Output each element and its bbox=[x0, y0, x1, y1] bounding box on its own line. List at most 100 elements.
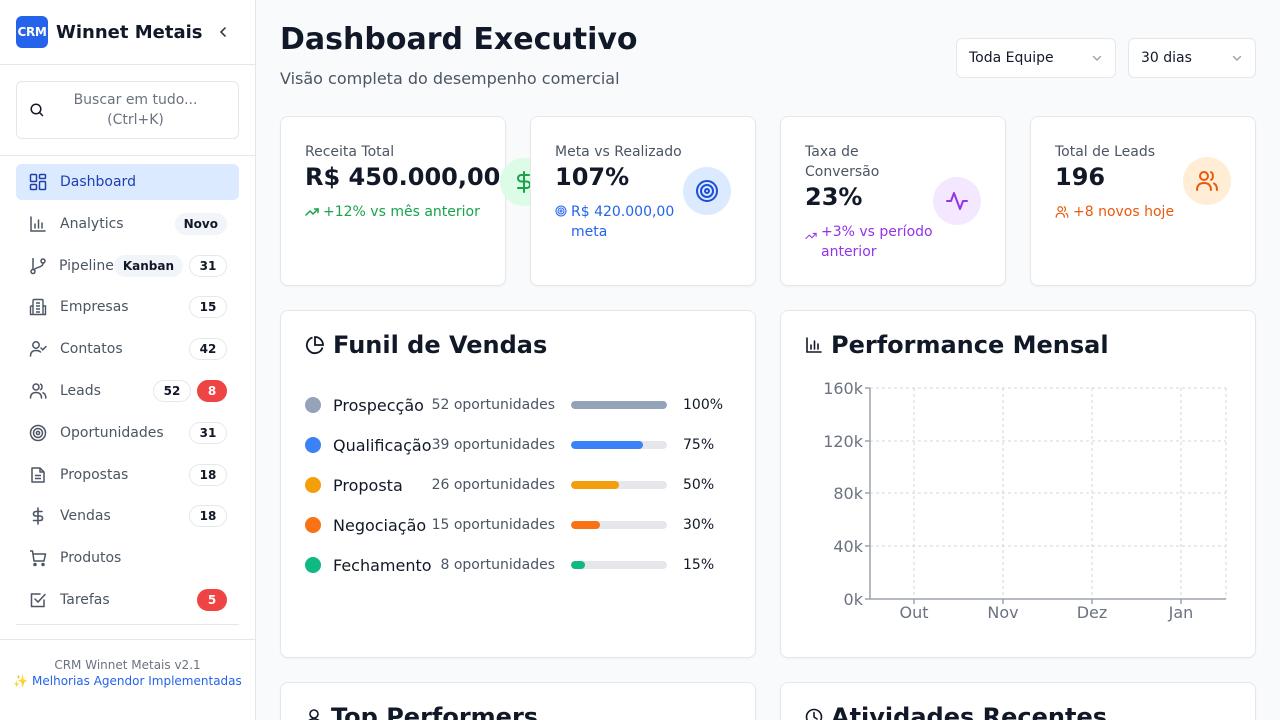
sidebar-item-oportunidades[interactable]: Oportunidades 31 bbox=[16, 415, 239, 451]
bar-chart-icon bbox=[806, 337, 822, 353]
checkbox-icon bbox=[28, 590, 48, 610]
recent-activities-panel: Atividades Recentes bbox=[780, 682, 1256, 720]
monthly-performance-panel: Performance Mensal bbox=[780, 310, 1256, 658]
sales-funnel-panel: Funil de Vendas Prospecção 52 oportunida… bbox=[280, 310, 756, 658]
search-placeholder: Buscar em tudo... (Ctrl+K) bbox=[73, 92, 198, 128]
stage-color-dot bbox=[305, 557, 321, 573]
kpi-receita-total: Receita Total R$ 450.000,00 +12% vs mês … bbox=[280, 116, 548, 286]
funnel-stage-row: Negociação 15 oportunidades 30% bbox=[305, 505, 735, 545]
nav-divider bbox=[16, 623, 239, 625]
sidebar: CRM Winnet Metais Buscar em tudo... (Ctr… bbox=[0, 0, 256, 720]
stage-progress-bar bbox=[571, 481, 667, 489]
file-text-icon bbox=[28, 465, 48, 485]
leads-count-badge: 52 bbox=[153, 379, 191, 402]
main-content: Dashboard Executivo Visão completa do de… bbox=[256, 0, 1280, 720]
global-search-input[interactable]: Buscar em tudo... (Ctrl+K) bbox=[16, 81, 239, 139]
collapse-sidebar-button[interactable] bbox=[215, 24, 231, 40]
sidebar-item-vendas[interactable]: Vendas 18 bbox=[16, 498, 239, 534]
trending-up-icon bbox=[305, 208, 319, 216]
git-branch-icon bbox=[28, 256, 47, 276]
brand-header: CRM Winnet Metais bbox=[0, 0, 255, 65]
y-tick-label: 160k bbox=[823, 379, 864, 398]
y-tick-label: 0k bbox=[844, 590, 864, 609]
dollar-icon bbox=[28, 506, 48, 526]
users-icon bbox=[1055, 206, 1069, 218]
sidebar-item-analytics[interactable]: Analytics Novo bbox=[16, 206, 239, 242]
propostas-count-badge: 18 bbox=[189, 463, 227, 486]
funnel-stage-row: Qualificação 39 oportunidades 75% bbox=[305, 425, 735, 465]
pie-chart-icon bbox=[305, 336, 324, 355]
kpi-value: 196 bbox=[1055, 163, 1106, 191]
target-icon bbox=[555, 205, 567, 217]
bar-chart-icon bbox=[28, 214, 48, 234]
dashboard-grid-icon bbox=[28, 172, 48, 192]
sparkle-icon: ✨ bbox=[13, 674, 29, 688]
sidebar-footer: CRM Winnet Metais v2.1 ✨ Melhorias Agend… bbox=[0, 639, 255, 720]
activity-icon bbox=[933, 177, 981, 225]
empresas-count-badge: 15 bbox=[189, 296, 227, 319]
pipeline-count-badge: 31 bbox=[189, 254, 227, 277]
funnel-stages: Prospecção 52 oportunidades 100% Qualifi… bbox=[305, 385, 735, 585]
sidebar-item-produtos[interactable]: Produtos bbox=[16, 540, 239, 576]
oportunidades-count-badge: 31 bbox=[189, 421, 227, 444]
user-icon bbox=[308, 709, 320, 720]
version-label: CRM Winnet Metais v2.1 bbox=[54, 658, 201, 672]
tarefas-alert-badge: 5 bbox=[197, 588, 227, 611]
funnel-stage-row: Fechamento 8 oportunidades 15% bbox=[305, 545, 735, 585]
brand-name: Winnet Metais bbox=[56, 21, 203, 43]
kpi-value: R$ 450.000,00 bbox=[305, 163, 501, 191]
crm-logo: CRM bbox=[16, 16, 48, 48]
kpi-cards: Receita Total R$ 450.000,00 +12% vs mês … bbox=[280, 116, 1256, 286]
cart-icon bbox=[28, 548, 48, 568]
trending-up-icon bbox=[805, 232, 817, 240]
top-performers-panel: Top Performers bbox=[280, 682, 756, 720]
user-check-icon bbox=[28, 339, 48, 359]
new-tag: Novo bbox=[174, 212, 227, 235]
sidebar-nav: Dashboard Analytics Novo Pipeline Kanban… bbox=[0, 156, 255, 618]
chevron-down-icon bbox=[1092, 55, 1102, 61]
contatos-count-badge: 42 bbox=[189, 338, 227, 361]
funnel-stage-row: Prospecção 52 oportunidades 100% bbox=[305, 385, 735, 425]
leads-alert-badge: 8 bbox=[197, 379, 227, 402]
period-filter-select[interactable]: 30 dias bbox=[1128, 38, 1256, 78]
sidebar-item-contatos[interactable]: Contatos 42 bbox=[16, 331, 239, 367]
kpi-total-leads: Total de Leads 196 +8 novos hoje bbox=[1030, 116, 1256, 286]
stage-progress-bar bbox=[571, 521, 667, 529]
top-performers-title: Top Performers bbox=[331, 703, 539, 720]
users-icon bbox=[28, 381, 48, 401]
sidebar-item-propostas[interactable]: Propostas 18 bbox=[16, 457, 239, 493]
y-tick-label: 80k bbox=[833, 484, 863, 503]
search-icon bbox=[30, 103, 44, 117]
sidebar-item-tarefas[interactable]: Tarefas 5 bbox=[16, 582, 239, 618]
target-icon bbox=[28, 423, 48, 443]
users-icon bbox=[1183, 157, 1231, 205]
building-icon bbox=[28, 297, 48, 317]
kpi-value: 107% bbox=[555, 163, 630, 191]
x-tick-label: Nov bbox=[987, 603, 1018, 622]
x-tick-label: Dez bbox=[1077, 603, 1108, 622]
stage-color-dot bbox=[305, 477, 321, 493]
clock-icon bbox=[805, 708, 823, 720]
dashboard-filters: Toda Equipe 30 dias bbox=[956, 38, 1256, 78]
team-filter-select[interactable]: Toda Equipe bbox=[956, 38, 1116, 78]
funnel-stage-row: Proposta 26 oportunidades 50% bbox=[305, 465, 735, 505]
sidebar-item-empresas[interactable]: Empresas 15 bbox=[16, 289, 239, 325]
page-title: Dashboard Executivo bbox=[280, 22, 638, 57]
target-icon bbox=[683, 167, 731, 215]
sidebar-item-pipeline[interactable]: Pipeline Kanban 31 bbox=[16, 248, 239, 284]
sidebar-item-dashboard[interactable]: Dashboard bbox=[16, 164, 239, 200]
recent-activities-title: Atividades Recentes bbox=[831, 703, 1107, 720]
y-tick-label: 40k bbox=[833, 537, 863, 556]
kpi-value: 23% bbox=[805, 183, 863, 211]
stage-color-dot bbox=[305, 437, 321, 453]
vendas-count-badge: 18 bbox=[189, 505, 227, 528]
page-subtitle: Visão completa do desempenho comercial bbox=[280, 69, 620, 88]
chevron-down-icon bbox=[1232, 55, 1242, 61]
improvements-link[interactable]: Melhorias Agendor Implementadas bbox=[32, 674, 242, 688]
performance-bar-chart: 160k 120k 80k 40k 0k Out Nov Dez Jan bbox=[823, 379, 1227, 622]
kpi-meta-vs-realizado: Meta vs Realizado 107% R$ 420.000,00 met… bbox=[530, 116, 756, 286]
kanban-tag: Kanban bbox=[113, 254, 183, 277]
stage-progress-bar bbox=[571, 561, 667, 569]
sidebar-item-leads[interactable]: Leads 52 8 bbox=[16, 373, 239, 409]
x-tick-label: Jan bbox=[1168, 603, 1194, 622]
